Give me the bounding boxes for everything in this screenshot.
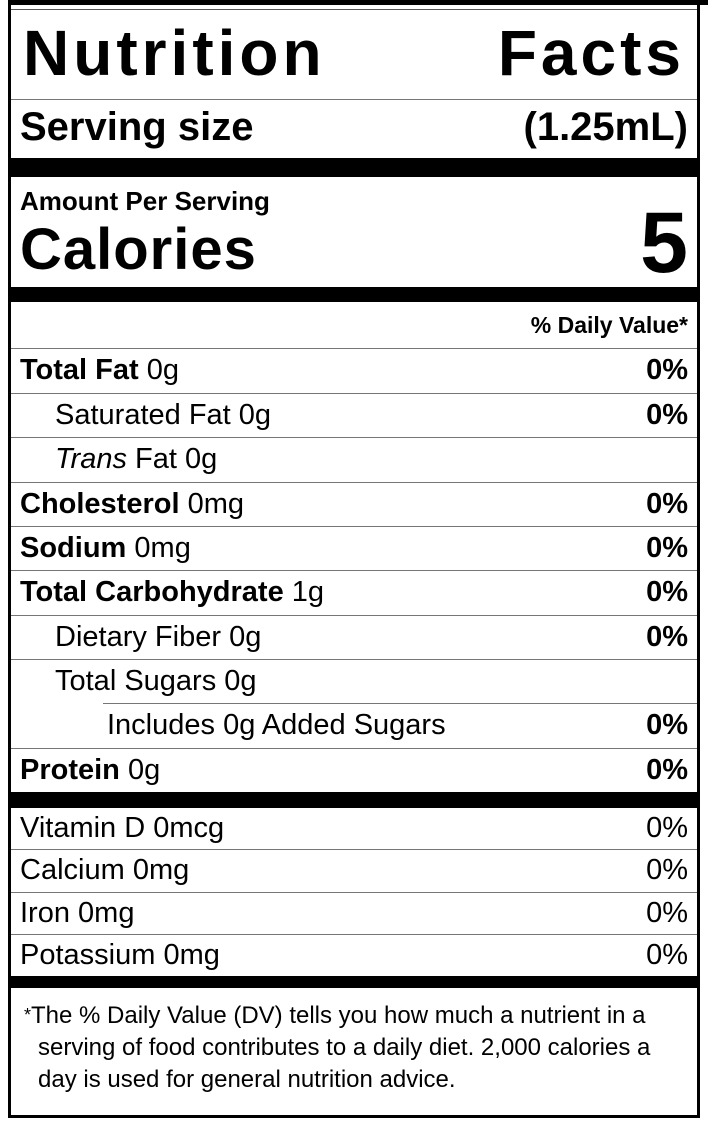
row-divider [11, 747, 697, 749]
micronutrient-amount: 0mcg [153, 811, 225, 844]
nutrient-dv: 0% [646, 398, 688, 431]
amount-per-serving-label: Amount Per Serving [20, 186, 270, 217]
row-divider [11, 933, 697, 935]
nutrient-amount: 0g [185, 443, 218, 476]
nutrient-name: Trans Fat 0g [55, 443, 218, 476]
micronutrient-dv: 0% [646, 854, 688, 887]
footnote: *The % Daily Value (DV) tells you how mu… [11, 988, 697, 1106]
micronutrient-name: Vitamin D 0mcg [20, 811, 225, 844]
nutrient-name: Cholesterol 0mg [20, 488, 244, 521]
nutrient-amount: 0mg [187, 487, 245, 520]
serving-size-value: (1.25mL) [523, 105, 689, 150]
row-divider [11, 614, 697, 616]
micronutrient-name: Calcium 0mg [20, 854, 190, 887]
nutrient-amount: 0mg [134, 531, 191, 564]
nutrient-name: Saturated Fat 0g [55, 398, 272, 431]
row-divider [11, 525, 697, 527]
micronutrient-row-potassium: Potassium 0mg 0% [11, 935, 697, 976]
nutrient-amount: 0g [238, 398, 272, 431]
nutrient-row-sodium: Sodium 0mg 0% [11, 527, 697, 570]
micronutrient-row-calcium: Calcium 0mg 0% [11, 850, 697, 891]
thick-divider-serving [11, 158, 697, 178]
nutrient-name-italic: Trans [55, 443, 127, 476]
footnote-asterisk: * [24, 1005, 32, 1026]
nutrient-amount: 0g [224, 664, 257, 697]
micronutrient-dv: 0% [646, 938, 688, 971]
nutrient-row-added-sugars: Includes 0g Added Sugars 0% [11, 704, 697, 747]
nutrient-name: Total Sugars 0g [55, 664, 257, 697]
serving-size-row: Serving size (1.25mL) [11, 100, 697, 158]
nutrient-row-protein: Protein 0g 0% [11, 749, 697, 792]
micronutrient-row-vitamin-d: Vitamin D 0mcg 0% [11, 808, 697, 849]
row-divider [11, 891, 697, 893]
nutrient-dv: 0% [646, 753, 688, 786]
nutrient-name: Dietary Fiber 0g [55, 620, 262, 653]
calories-value: 5 [640, 194, 688, 291]
micronutrient-amount: 0mg [78, 896, 135, 929]
micronutrient-dv: 0% [646, 896, 688, 929]
nutrient-row-total-sugars: Total Sugars 0g [11, 660, 697, 703]
thick-divider-footnote [11, 976, 697, 989]
divider-under-title [11, 99, 697, 101]
nutrient-amount: 0g [146, 354, 180, 387]
nutrient-amount: 1g [291, 576, 325, 609]
calories-left-column: Amount Per Serving Calories [20, 185, 270, 281]
row-divider [11, 437, 697, 439]
nutrient-dv: 0% [646, 487, 688, 520]
footnote-text-block: *The % Daily Value (DV) tells you how mu… [24, 1000, 685, 1096]
nutrient-name-bold: Total Fat [20, 354, 139, 387]
nutrient-amount: 0g [229, 620, 262, 653]
row-divider-indented [103, 703, 697, 705]
nutrient-name: Total Fat 0g [20, 354, 179, 387]
row-divider [11, 658, 697, 660]
micronutrient-row-iron: Iron 0mg 0% [11, 893, 697, 934]
label-title: Nutrition Facts [11, 10, 697, 99]
micronutrient-name: Potassium 0mg [20, 938, 220, 971]
nutrient-name-bold: Sodium [20, 531, 127, 564]
row-divider [11, 481, 697, 483]
micronutrient-amount: 0mg [163, 938, 220, 971]
micronutrient-name: Iron 0mg [20, 896, 135, 929]
nutrient-row-cholesterol: Cholesterol 0mg 0% [11, 483, 697, 526]
nutrient-row-total-fat: Total Fat 0g 0% [11, 349, 697, 392]
calories-label: Calories [20, 216, 257, 282]
nutrition-facts-label: Nutrition Facts Serving size (1.25mL) Am… [8, 5, 700, 1118]
nutrient-name: Protein 0g [20, 754, 160, 787]
inner-top-hairline [11, 5, 697, 10]
nutrient-name-bold: Total Carbohydrate [20, 576, 284, 609]
micronutrient-dv: 0% [646, 811, 688, 844]
row-divider [11, 849, 697, 851]
nutrient-name: Includes 0g Added Sugars [107, 709, 446, 742]
nutrient-row-trans-fat: Trans Fat 0g [11, 438, 697, 481]
nutrient-dv: 0% [646, 620, 688, 653]
nutrient-name: Total Carbohydrate 1g [20, 576, 324, 609]
row-divider [11, 570, 697, 572]
row-divider [11, 348, 697, 350]
row-divider [11, 392, 697, 394]
calories-section: Amount Per Serving Calories 5 [11, 177, 697, 287]
nutrient-dv: 0% [646, 709, 688, 742]
nutrient-name-bold: Cholesterol [20, 487, 180, 520]
title-word-last: Facts [497, 17, 685, 89]
nutrient-row-total-carbohydrate: Total Carbohydrate 1g 0% [11, 571, 697, 614]
nutrient-amount: 0g [127, 753, 161, 786]
micronutrient-amount: 0mg [132, 854, 190, 887]
thick-divider-protein [11, 791, 697, 808]
nutrient-row-saturated-fat: Saturated Fat 0g 0% [11, 394, 697, 437]
top-edge-bar [8, 0, 708, 5]
serving-size-label: Serving size [20, 105, 254, 150]
nutrient-row-dietary-fiber: Dietary Fiber 0g 0% [11, 616, 697, 659]
nutrient-dv: 0% [646, 531, 688, 564]
nutrient-name: Sodium 0mg [20, 532, 191, 565]
footnote-text: The % Daily Value (DV) tells you how muc… [31, 1002, 651, 1094]
daily-value-header: % Daily Value* [530, 312, 688, 339]
nutrient-name-bold: Protein [20, 753, 120, 786]
title-word-first: Nutrition [23, 17, 326, 89]
nutrient-dv: 0% [646, 354, 688, 387]
thick-divider-calories [11, 287, 697, 303]
nutrient-dv: 0% [646, 576, 688, 609]
